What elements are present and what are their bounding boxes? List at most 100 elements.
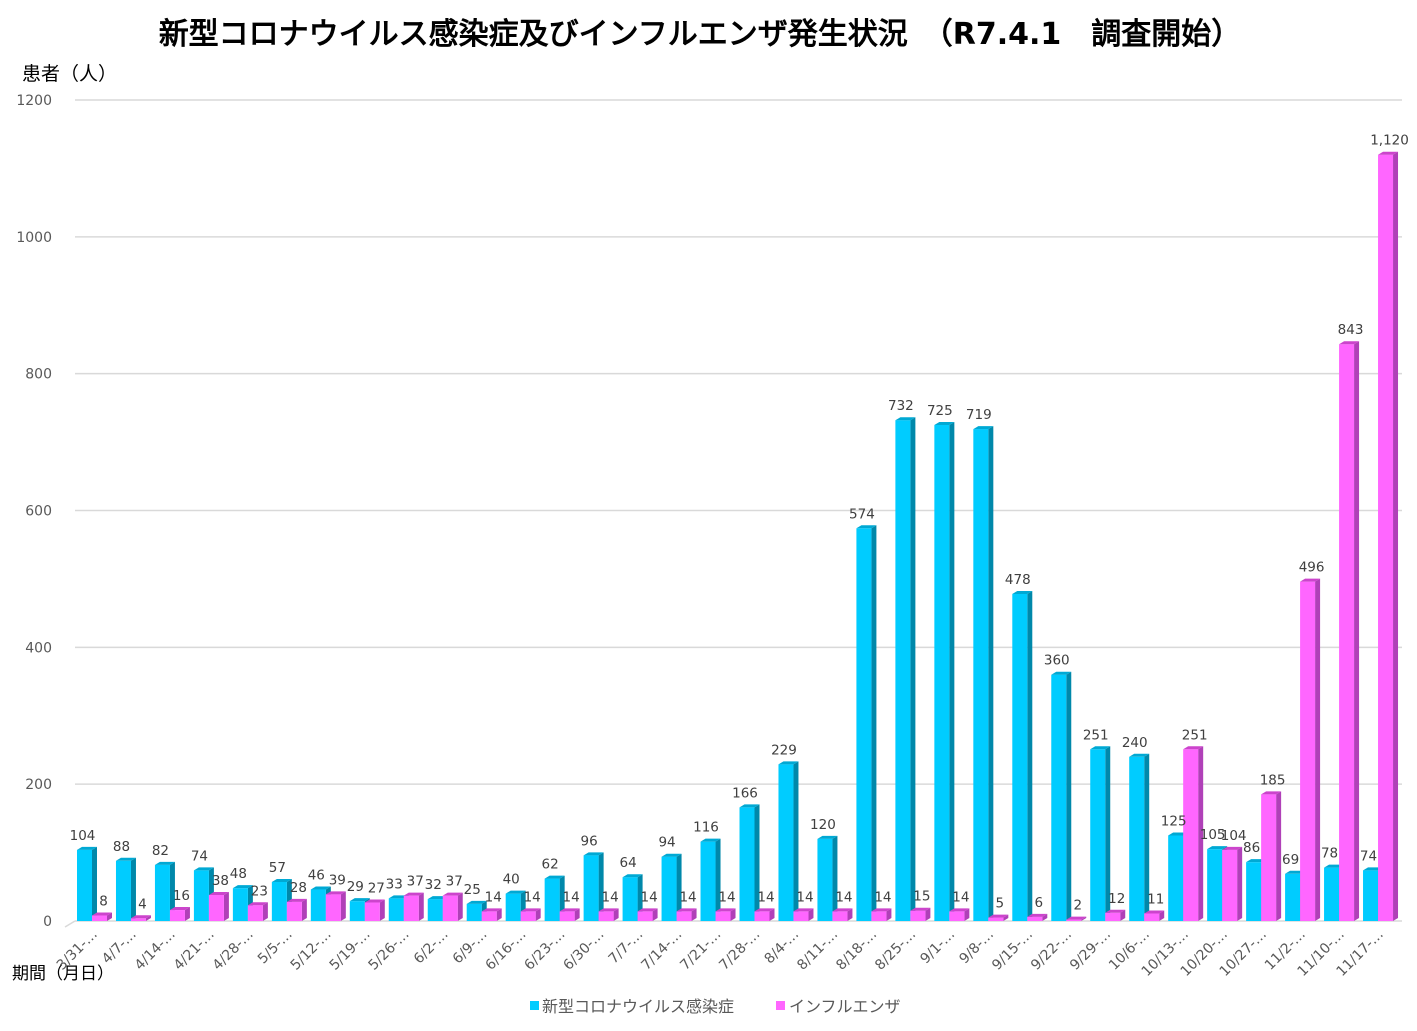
data-label-covid: 719 (966, 407, 992, 423)
data-label-influenza: 14 (485, 889, 502, 905)
bar-covid-top (778, 761, 799, 765)
bar-covid (349, 901, 365, 921)
bar-covid-top (1051, 671, 1072, 675)
data-label-covid: 229 (771, 742, 797, 758)
bar-influenza (1261, 794, 1277, 921)
data-label-covid: 69 (1282, 852, 1299, 868)
bar-influenza-top (520, 908, 541, 912)
x-tick-label: 9/15-… (989, 927, 1036, 974)
x-tick-label: 5/19-… (327, 927, 374, 974)
bar-influenza-side (301, 898, 307, 921)
data-label-influenza: 14 (640, 889, 657, 905)
data-label-covid: 25 (464, 882, 481, 898)
bar-influenza-side (1003, 914, 1009, 921)
bar-covid-top (154, 861, 175, 865)
data-label-influenza: 37 (446, 874, 463, 890)
bar-covid (895, 420, 911, 921)
data-label-influenza: 14 (796, 889, 813, 905)
bar-covid-side (910, 417, 916, 921)
data-label-covid: 94 (658, 835, 675, 851)
bar-covid-top (1090, 746, 1111, 750)
x-tick-label: 6/2-… (411, 927, 452, 968)
bar-influenza-top (832, 908, 853, 912)
bar-influenza-side (379, 899, 385, 921)
data-label-covid: 116 (693, 820, 719, 836)
bar-covid-side (598, 852, 604, 921)
data-label-covid: 48 (230, 866, 247, 882)
bar-influenza-side (1315, 578, 1321, 921)
bar-covid-top (973, 426, 994, 430)
bar-covid-side (949, 421, 955, 921)
data-label-influenza: 496 (1299, 560, 1325, 576)
x-tick-label: 8/18-… (833, 927, 880, 974)
bar-covid (739, 807, 755, 921)
bar-influenza (1027, 916, 1043, 921)
bar-influenza-side (964, 908, 970, 921)
bar-influenza-side (1159, 910, 1165, 921)
bar-influenza-side (418, 892, 424, 921)
x-tick-label: 7/21-… (677, 927, 724, 974)
x-tick-label: 6/23-… (521, 927, 568, 974)
bar-covid (310, 889, 326, 921)
bar-influenza-side (886, 908, 892, 921)
bar-covid (154, 864, 170, 921)
bar-covid-top (505, 890, 526, 894)
bar-influenza-top (754, 908, 775, 912)
x-tick-label: 4/28-… (210, 927, 257, 974)
x-tick-label: 9/22-… (1028, 927, 1075, 974)
data-label-covid: 360 (1044, 653, 1070, 669)
data-label-influenza: 14 (563, 889, 580, 905)
data-label-influenza: 11 (1147, 891, 1164, 907)
data-label-covid: 78 (1321, 846, 1338, 862)
data-label-covid: 240 (1122, 735, 1148, 751)
bars (77, 151, 1399, 921)
bar-covid (1285, 873, 1301, 921)
bar-influenza-top (1105, 909, 1126, 913)
bar-influenza-top (286, 898, 307, 902)
bar-covid-side (793, 761, 799, 921)
bar-influenza (715, 911, 731, 921)
bar-influenza-side (340, 891, 346, 921)
bar-influenza (1339, 344, 1355, 921)
bar-influenza (325, 894, 341, 921)
bar-influenza (403, 895, 419, 921)
bar-covid-top (77, 846, 97, 850)
bar-covid-side (715, 838, 721, 921)
x-tick-label: 5/12-… (288, 927, 335, 974)
bar-influenza-top (1300, 578, 1321, 582)
bar-covid (115, 860, 131, 921)
bar-influenza-side (223, 892, 229, 921)
bar-influenza-top (130, 915, 151, 919)
bar-influenza-side (1393, 151, 1399, 921)
bar-influenza-top (403, 892, 424, 896)
bar-covid-side (988, 426, 994, 921)
x-tick-label: 7/14-… (638, 927, 685, 974)
data-label-covid: 32 (425, 877, 442, 893)
bar-influenza-side (730, 908, 736, 921)
data-label-covid: 46 (308, 868, 325, 884)
data-label-influenza: 14 (874, 889, 891, 905)
data-label-influenza: 37 (407, 874, 424, 890)
bar-influenza-side (1276, 791, 1282, 921)
bar-covid-side (832, 835, 838, 921)
legend: 新型コロナウイルス感染症 インフルエンザ (530, 997, 901, 1016)
data-label-influenza: 8 (99, 894, 108, 910)
bar-influenza-side (769, 908, 775, 921)
bar-influenza (1300, 581, 1316, 921)
legend-label-covid: 新型コロナウイルス感染症 (542, 997, 734, 1016)
data-label-influenza: 251 (1182, 727, 1208, 743)
bar-covid-top (700, 838, 721, 842)
data-label-influenza: 15 (913, 889, 930, 905)
bar-covid (1129, 756, 1145, 921)
bar-influenza-top (715, 908, 736, 912)
legend-swatch-covid (530, 1001, 539, 1010)
bar-covid (505, 893, 521, 921)
bar-influenza-side (107, 912, 112, 921)
bar-influenza (1105, 912, 1121, 921)
bar-influenza-side (1042, 913, 1048, 921)
bar-influenza-side (691, 908, 697, 921)
bar-covid-top (622, 874, 643, 878)
bar-influenza-side (457, 892, 463, 921)
bar-influenza-top (637, 908, 658, 912)
data-label-covid: 74 (191, 848, 208, 864)
